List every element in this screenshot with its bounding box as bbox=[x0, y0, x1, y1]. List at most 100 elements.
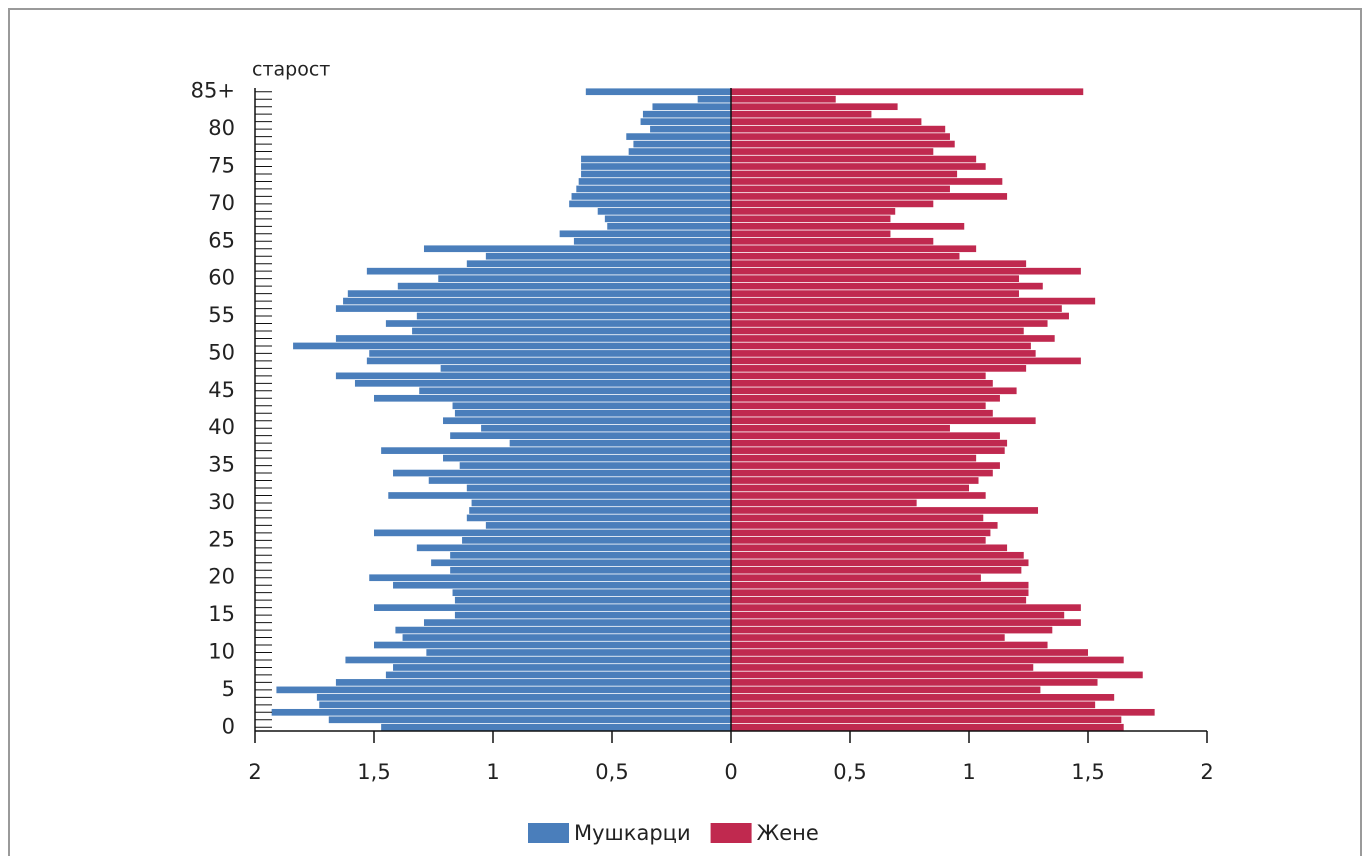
male-bar bbox=[423, 619, 731, 626]
male-bar bbox=[271, 708, 731, 716]
male-bar bbox=[466, 514, 731, 522]
male-bar bbox=[462, 537, 731, 544]
x-tick-label: 1,5 bbox=[357, 760, 390, 784]
male-bar bbox=[607, 222, 731, 230]
male-bar bbox=[393, 581, 731, 589]
male-bar bbox=[585, 88, 731, 96]
female-bar bbox=[731, 596, 1027, 604]
male-bar bbox=[571, 193, 731, 200]
male-bar bbox=[454, 596, 731, 604]
female-bar bbox=[731, 230, 891, 238]
female-bar bbox=[731, 365, 1027, 372]
y-tick-label: 45 bbox=[208, 378, 235, 402]
female-bar bbox=[731, 297, 1096, 305]
male-bar bbox=[369, 574, 731, 582]
female-bar bbox=[731, 148, 934, 155]
male-bar bbox=[485, 522, 731, 529]
female-bar bbox=[731, 544, 1008, 552]
male-bar bbox=[431, 559, 731, 567]
female-bar bbox=[731, 342, 1031, 350]
female-bar bbox=[731, 641, 1048, 649]
female-bar bbox=[731, 95, 836, 103]
female-bar bbox=[731, 267, 1081, 275]
female-bar bbox=[731, 193, 1008, 200]
female-bar bbox=[731, 327, 1024, 335]
female-bar bbox=[731, 439, 1008, 447]
female-bar bbox=[731, 551, 1024, 559]
female-bar bbox=[731, 656, 1124, 664]
female-bar bbox=[731, 574, 981, 582]
male-bar bbox=[402, 634, 731, 641]
female-bar bbox=[731, 140, 955, 148]
male-bar bbox=[450, 551, 731, 559]
female-bar bbox=[731, 664, 1034, 671]
y-tick-label: 15 bbox=[208, 602, 235, 626]
male-bar bbox=[316, 694, 731, 701]
female-bar bbox=[731, 125, 946, 133]
y-tick-label: 0 bbox=[222, 714, 235, 738]
x-tick-label: 1 bbox=[962, 760, 975, 784]
y-tick-label: 70 bbox=[208, 191, 235, 215]
male-bar bbox=[628, 148, 731, 155]
female-bar bbox=[731, 208, 896, 215]
female-bar bbox=[731, 103, 898, 111]
female-bar bbox=[731, 522, 998, 529]
male-bar bbox=[343, 297, 731, 305]
male-bar bbox=[381, 723, 731, 731]
male-bar bbox=[633, 140, 731, 148]
female-bar bbox=[731, 424, 950, 432]
female-bar bbox=[731, 432, 1000, 440]
male-bar bbox=[416, 544, 731, 552]
male-bar bbox=[440, 365, 731, 372]
female-bar bbox=[731, 454, 977, 462]
x-tick-label: 0 bbox=[724, 760, 737, 784]
male-bar bbox=[393, 664, 731, 671]
legend-label: Жене bbox=[757, 821, 819, 845]
male-bar bbox=[450, 566, 731, 574]
y-axis-title: старост bbox=[252, 59, 330, 81]
female-bar bbox=[731, 133, 950, 140]
male-bar bbox=[697, 95, 731, 103]
male-bar bbox=[366, 357, 731, 365]
female-bar bbox=[731, 200, 934, 208]
female-bar bbox=[731, 402, 986, 410]
female-bar bbox=[731, 499, 917, 507]
y-tick-label: 85+ bbox=[191, 79, 235, 103]
female-bar bbox=[731, 686, 1041, 694]
male-bar bbox=[416, 312, 731, 320]
male-bar bbox=[650, 125, 731, 133]
male-bar bbox=[581, 155, 731, 163]
male-bar bbox=[385, 671, 731, 679]
male-bar bbox=[559, 230, 731, 238]
male-bar bbox=[335, 679, 731, 686]
male-bar bbox=[319, 701, 731, 709]
female-bar bbox=[731, 155, 977, 163]
legend-label: Мушкарци bbox=[574, 821, 691, 845]
male-bar bbox=[335, 305, 731, 312]
male-bar bbox=[423, 245, 731, 253]
male-bar bbox=[509, 439, 731, 447]
male-bar bbox=[428, 477, 731, 484]
female-bar bbox=[731, 320, 1048, 327]
male-bar bbox=[452, 402, 731, 410]
female-bar bbox=[731, 290, 1019, 297]
male-bar bbox=[454, 409, 731, 417]
x-tick-label: 1 bbox=[486, 760, 499, 784]
male-bar bbox=[293, 342, 731, 350]
male-bar bbox=[393, 469, 731, 477]
y-tick-label: 55 bbox=[208, 303, 235, 327]
female-bar bbox=[731, 723, 1124, 731]
female-bar bbox=[731, 178, 1003, 185]
male-bar bbox=[354, 379, 731, 387]
female-bar bbox=[731, 409, 993, 417]
female-bar bbox=[731, 469, 993, 477]
male-bar bbox=[369, 350, 731, 357]
female-bar bbox=[731, 305, 1062, 312]
male-bar bbox=[419, 387, 731, 395]
legend-swatch bbox=[528, 823, 569, 843]
male-bar bbox=[469, 507, 731, 514]
y-tick-label: 5 bbox=[222, 677, 235, 701]
female-bar bbox=[731, 477, 979, 484]
female-bar bbox=[731, 447, 1005, 454]
